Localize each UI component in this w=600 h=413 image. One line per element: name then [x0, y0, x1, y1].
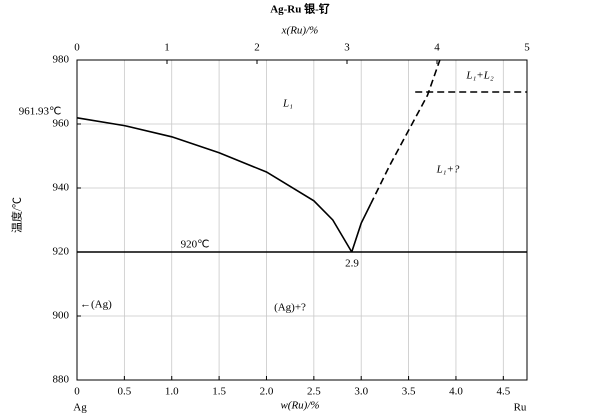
x2-tick-label: 0: [74, 42, 80, 54]
y-tick-label: 920: [53, 246, 70, 258]
y-tick-label: 900: [53, 310, 70, 322]
annotation: L₁+L₂: [465, 70, 493, 82]
annotation: L₁+?: [436, 164, 460, 176]
x-axis-label: w(Ru)/%: [280, 400, 319, 412]
x-tick-label: 1.0: [165, 386, 179, 398]
y-tick-label: 960: [53, 118, 70, 130]
y-tick-label: 980: [53, 54, 70, 66]
x-tick-label: 2.5: [307, 386, 321, 398]
x2-tick-label: 4: [434, 42, 440, 54]
x2-tick-label: 5: [524, 42, 530, 54]
x-tick-label: 0.5: [117, 386, 131, 398]
plot-frame: [76, 59, 528, 381]
annotation: 2.9: [345, 258, 359, 270]
x2-axis-label: x(Ru)/%: [281, 25, 319, 37]
x-tick-label: 4.5: [496, 386, 510, 398]
y-axis-label: 温度/℃: [10, 197, 24, 233]
x-tick-label: 3.0: [354, 386, 368, 398]
phase-line: [350, 203, 372, 253]
x-tick-label: 3.5: [402, 386, 416, 398]
x-tick-label: 2.0: [260, 386, 274, 398]
chart-title: Ag-Ru 银-钌: [270, 2, 330, 16]
annotation: 920℃: [181, 239, 210, 251]
y-tick-label: 880: [53, 374, 70, 386]
end-label: Ru: [514, 402, 527, 413]
annotation: ←(Ag): [80, 299, 112, 311]
x2-tick-label: 2: [254, 42, 260, 54]
phase-line: [76, 117, 353, 253]
x2-tick-label: 1: [164, 42, 170, 54]
annotation: 961.93℃: [19, 106, 62, 118]
x2-tick-label: 3: [344, 42, 350, 54]
x-tick-label: 0: [74, 386, 80, 398]
x-tick-label: 1.5: [212, 386, 226, 398]
end-label: Ag: [73, 402, 87, 413]
y-tick-label: 940: [53, 182, 70, 194]
phase-line: [369, 59, 441, 205]
annotation: L₁: [282, 98, 293, 110]
x-tick-label: 4.0: [449, 386, 463, 398]
annotation: (Ag)+?: [274, 302, 306, 314]
